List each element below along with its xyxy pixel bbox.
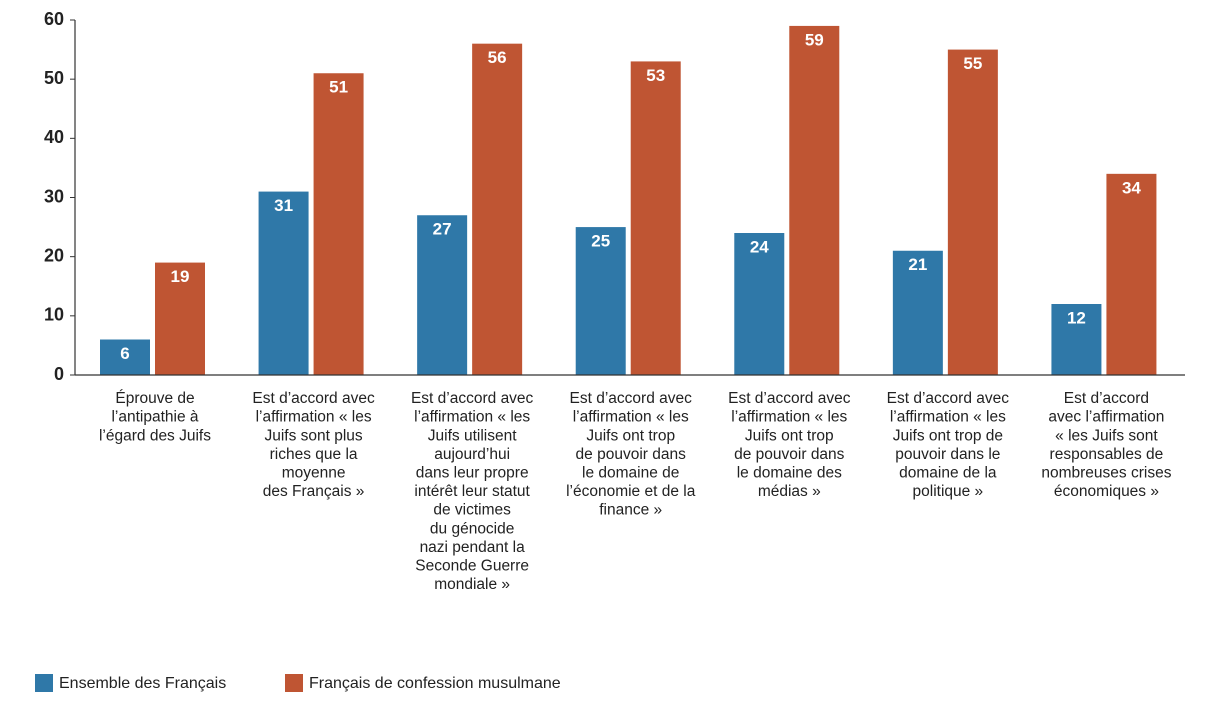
- x-tick-label: l’affirmation « les: [573, 409, 689, 426]
- bar: [789, 25, 840, 376]
- x-tick-label: responsables de: [1050, 446, 1164, 463]
- x-tick-label: l’affirmation « les: [731, 409, 847, 426]
- bar: [947, 49, 998, 375]
- value-label: 31: [274, 196, 293, 215]
- y-tick-label: 20: [44, 245, 64, 265]
- value-label: 19: [171, 267, 190, 286]
- y-tick-label: 40: [44, 127, 64, 147]
- value-label: 59: [805, 30, 824, 49]
- value-label: 27: [433, 220, 452, 239]
- bar: [1051, 304, 1102, 375]
- bar: [575, 227, 626, 375]
- x-tick-label: Est d’accord avec: [252, 390, 375, 407]
- x-tick-label: Juifs ont trop: [586, 427, 675, 444]
- x-tick-label: Juifs sont plus: [264, 427, 362, 444]
- x-tick-label: Juifs ont trop: [745, 427, 834, 444]
- bar: [155, 262, 205, 375]
- y-tick-label: 50: [44, 68, 64, 88]
- x-tick-label: finance »: [599, 502, 662, 519]
- value-label: 24: [750, 237, 769, 256]
- x-tick-label: Juifs ont trop de: [893, 427, 1003, 444]
- bar: [100, 339, 150, 375]
- bar: [258, 191, 309, 375]
- bar: [472, 43, 523, 376]
- x-tick-label: l’affirmation « les: [256, 409, 372, 426]
- x-tick-label: avec l’affirmation: [1048, 409, 1164, 426]
- value-label: 56: [488, 48, 507, 67]
- bar: [734, 233, 785, 375]
- x-tick-label: domaine de la: [899, 464, 997, 481]
- x-tick-label: dans leur propre: [416, 464, 529, 481]
- x-tick-label: l’affirmation « les: [414, 409, 530, 426]
- value-label: 25: [591, 232, 610, 251]
- x-tick-label: l’affirmation « les: [890, 409, 1006, 426]
- x-tick-label: le domaine de: [582, 464, 679, 481]
- value-label: 34: [1122, 178, 1141, 197]
- legend-swatch: [285, 674, 303, 692]
- x-tick-label: nombreuses crises: [1041, 464, 1171, 481]
- value-label: 12: [1067, 308, 1086, 327]
- x-tick-label: l’antipathie à: [111, 409, 198, 426]
- x-tick-label: Est d’accord avec: [411, 390, 534, 407]
- x-tick-label: du génocide: [430, 520, 514, 537]
- bar: [630, 61, 681, 376]
- x-tick-label: nazi pendant la: [420, 539, 526, 556]
- bar: [892, 250, 943, 375]
- x-tick-label: intérêt leur statut: [414, 483, 530, 500]
- x-tick-label: l’égard des Juifs: [99, 427, 211, 444]
- x-tick-label: Juifs utilisent: [428, 427, 517, 444]
- y-tick-label: 30: [44, 186, 64, 206]
- bar: [1106, 173, 1157, 375]
- bar: [417, 215, 468, 375]
- x-tick-label: de victimes: [433, 502, 511, 519]
- x-tick-label: de pouvoir dans: [576, 446, 687, 463]
- x-tick-label: « les Juifs sont: [1055, 427, 1158, 444]
- x-tick-label: riches que la: [270, 446, 358, 463]
- x-tick-label: de pouvoir dans: [734, 446, 845, 463]
- y-tick-label: 10: [44, 305, 64, 325]
- y-tick-label: 60: [44, 9, 64, 29]
- x-tick-label: médias »: [758, 483, 821, 500]
- x-tick-label: Est d’accord avec: [570, 390, 693, 407]
- value-label: 53: [646, 66, 665, 85]
- value-label: 55: [963, 54, 982, 73]
- y-tick-label: 0: [54, 364, 64, 384]
- x-tick-label: aujourd’hui: [434, 446, 510, 463]
- legend-label: Ensemble des Français: [59, 675, 226, 692]
- x-tick-label: politique »: [913, 483, 984, 500]
- bar: [313, 73, 364, 375]
- x-tick-label: Est d’accord: [1064, 390, 1149, 407]
- value-label: 21: [908, 255, 927, 274]
- x-tick-label: Est d’accord avec: [728, 390, 851, 407]
- legend-label: Français de confession musulmane: [309, 675, 561, 692]
- x-tick-label: l’économie et de la: [566, 483, 696, 500]
- x-tick-label: le domaine des: [737, 464, 842, 481]
- x-tick-label: mondiale »: [434, 576, 510, 593]
- x-tick-label: Éprouve de: [115, 390, 194, 407]
- x-tick-label: Est d’accord avec: [887, 390, 1010, 407]
- x-tick-label: Seconde Guerre: [415, 557, 529, 574]
- x-tick-label: économiques »: [1054, 483, 1159, 500]
- legend-swatch: [35, 674, 53, 692]
- x-tick-label: des Français »: [263, 483, 365, 500]
- x-tick-label: pouvoir dans le: [895, 446, 1000, 463]
- x-tick-label: moyenne: [282, 464, 346, 481]
- value-label: 6: [120, 344, 129, 363]
- value-label: 51: [329, 78, 348, 97]
